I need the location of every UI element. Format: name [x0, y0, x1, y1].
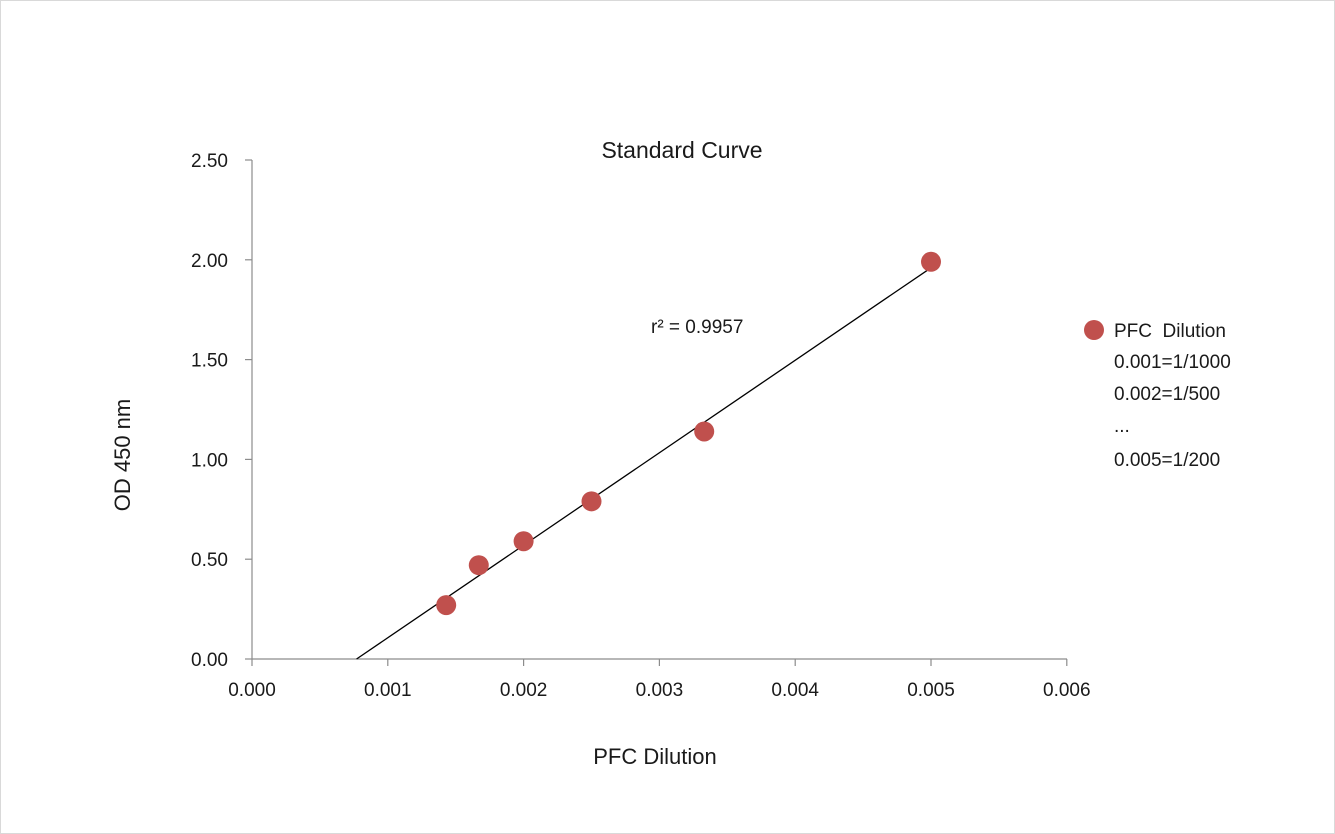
x-axis-title: PFC Dilution [593, 744, 716, 769]
data-point-3 [581, 491, 602, 512]
data-point-1 [468, 555, 489, 576]
data-point-2 [513, 531, 534, 552]
data-points [436, 251, 941, 616]
data-point-4 [694, 421, 715, 442]
legend-entry-0: PFC Dilution [1114, 321, 1226, 342]
data-point-5 [921, 251, 941, 272]
axes [251, 160, 1067, 660]
y-tick-label: 0.00 [191, 650, 228, 671]
y-axis-title: OD 450 nm [110, 399, 135, 512]
y-tick-label: 2.00 [191, 251, 228, 272]
y-tick-label: 1.00 [191, 450, 228, 471]
data-point-0 [436, 595, 457, 616]
y-tick-label: 1.50 [191, 351, 228, 372]
x-tick-label: 0.006 [1043, 680, 1091, 701]
x-tick-label: 0.003 [636, 680, 684, 701]
x-ticks: 0.000 0.001 0.002 0.003 0.004 0.005 0.006 [228, 659, 1091, 701]
legend-entry-2: 0.002=1/500 [1114, 384, 1220, 405]
legend-marker [1084, 320, 1104, 340]
y-tick-label: 2.50 [191, 151, 228, 172]
legend: PFC Dilution 0.001=1/1000 0.002=1/500 ..… [1084, 320, 1231, 471]
legend-entry-1: 0.001=1/1000 [1114, 352, 1231, 373]
legend-entry-4: 0.005=1/200 [1114, 450, 1220, 471]
x-tick-label: 0.001 [364, 680, 412, 701]
x-tick-label: 0.004 [771, 680, 819, 701]
x-tick-label: 0.005 [907, 680, 955, 701]
legend-entry-3: ... [1114, 416, 1130, 437]
y-ticks: 0.00 0.50 1.00 1.50 2.00 2.50 [191, 151, 252, 671]
y-tick-label: 0.50 [191, 550, 228, 571]
chart-title: Standard Curve [601, 137, 762, 163]
trendline [356, 267, 932, 660]
r-squared-annotation: r² = 0.9957 [651, 317, 743, 338]
x-tick-label: 0.002 [500, 680, 548, 701]
x-tick-label: 0.000 [228, 680, 276, 701]
